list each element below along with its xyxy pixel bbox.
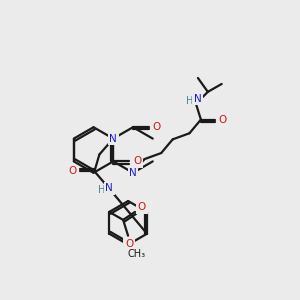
Text: N: N [194, 94, 202, 104]
Text: O: O [153, 122, 161, 132]
Text: N: N [105, 183, 113, 193]
Text: N: N [129, 168, 137, 178]
Text: O: O [138, 202, 146, 212]
Text: O: O [133, 156, 141, 167]
Text: O: O [219, 115, 227, 124]
Text: O: O [125, 238, 133, 249]
Text: N: N [110, 134, 117, 144]
Text: H: H [98, 185, 105, 195]
Text: CH₃: CH₃ [128, 248, 146, 259]
Text: O: O [68, 166, 77, 176]
Text: H: H [186, 96, 194, 106]
